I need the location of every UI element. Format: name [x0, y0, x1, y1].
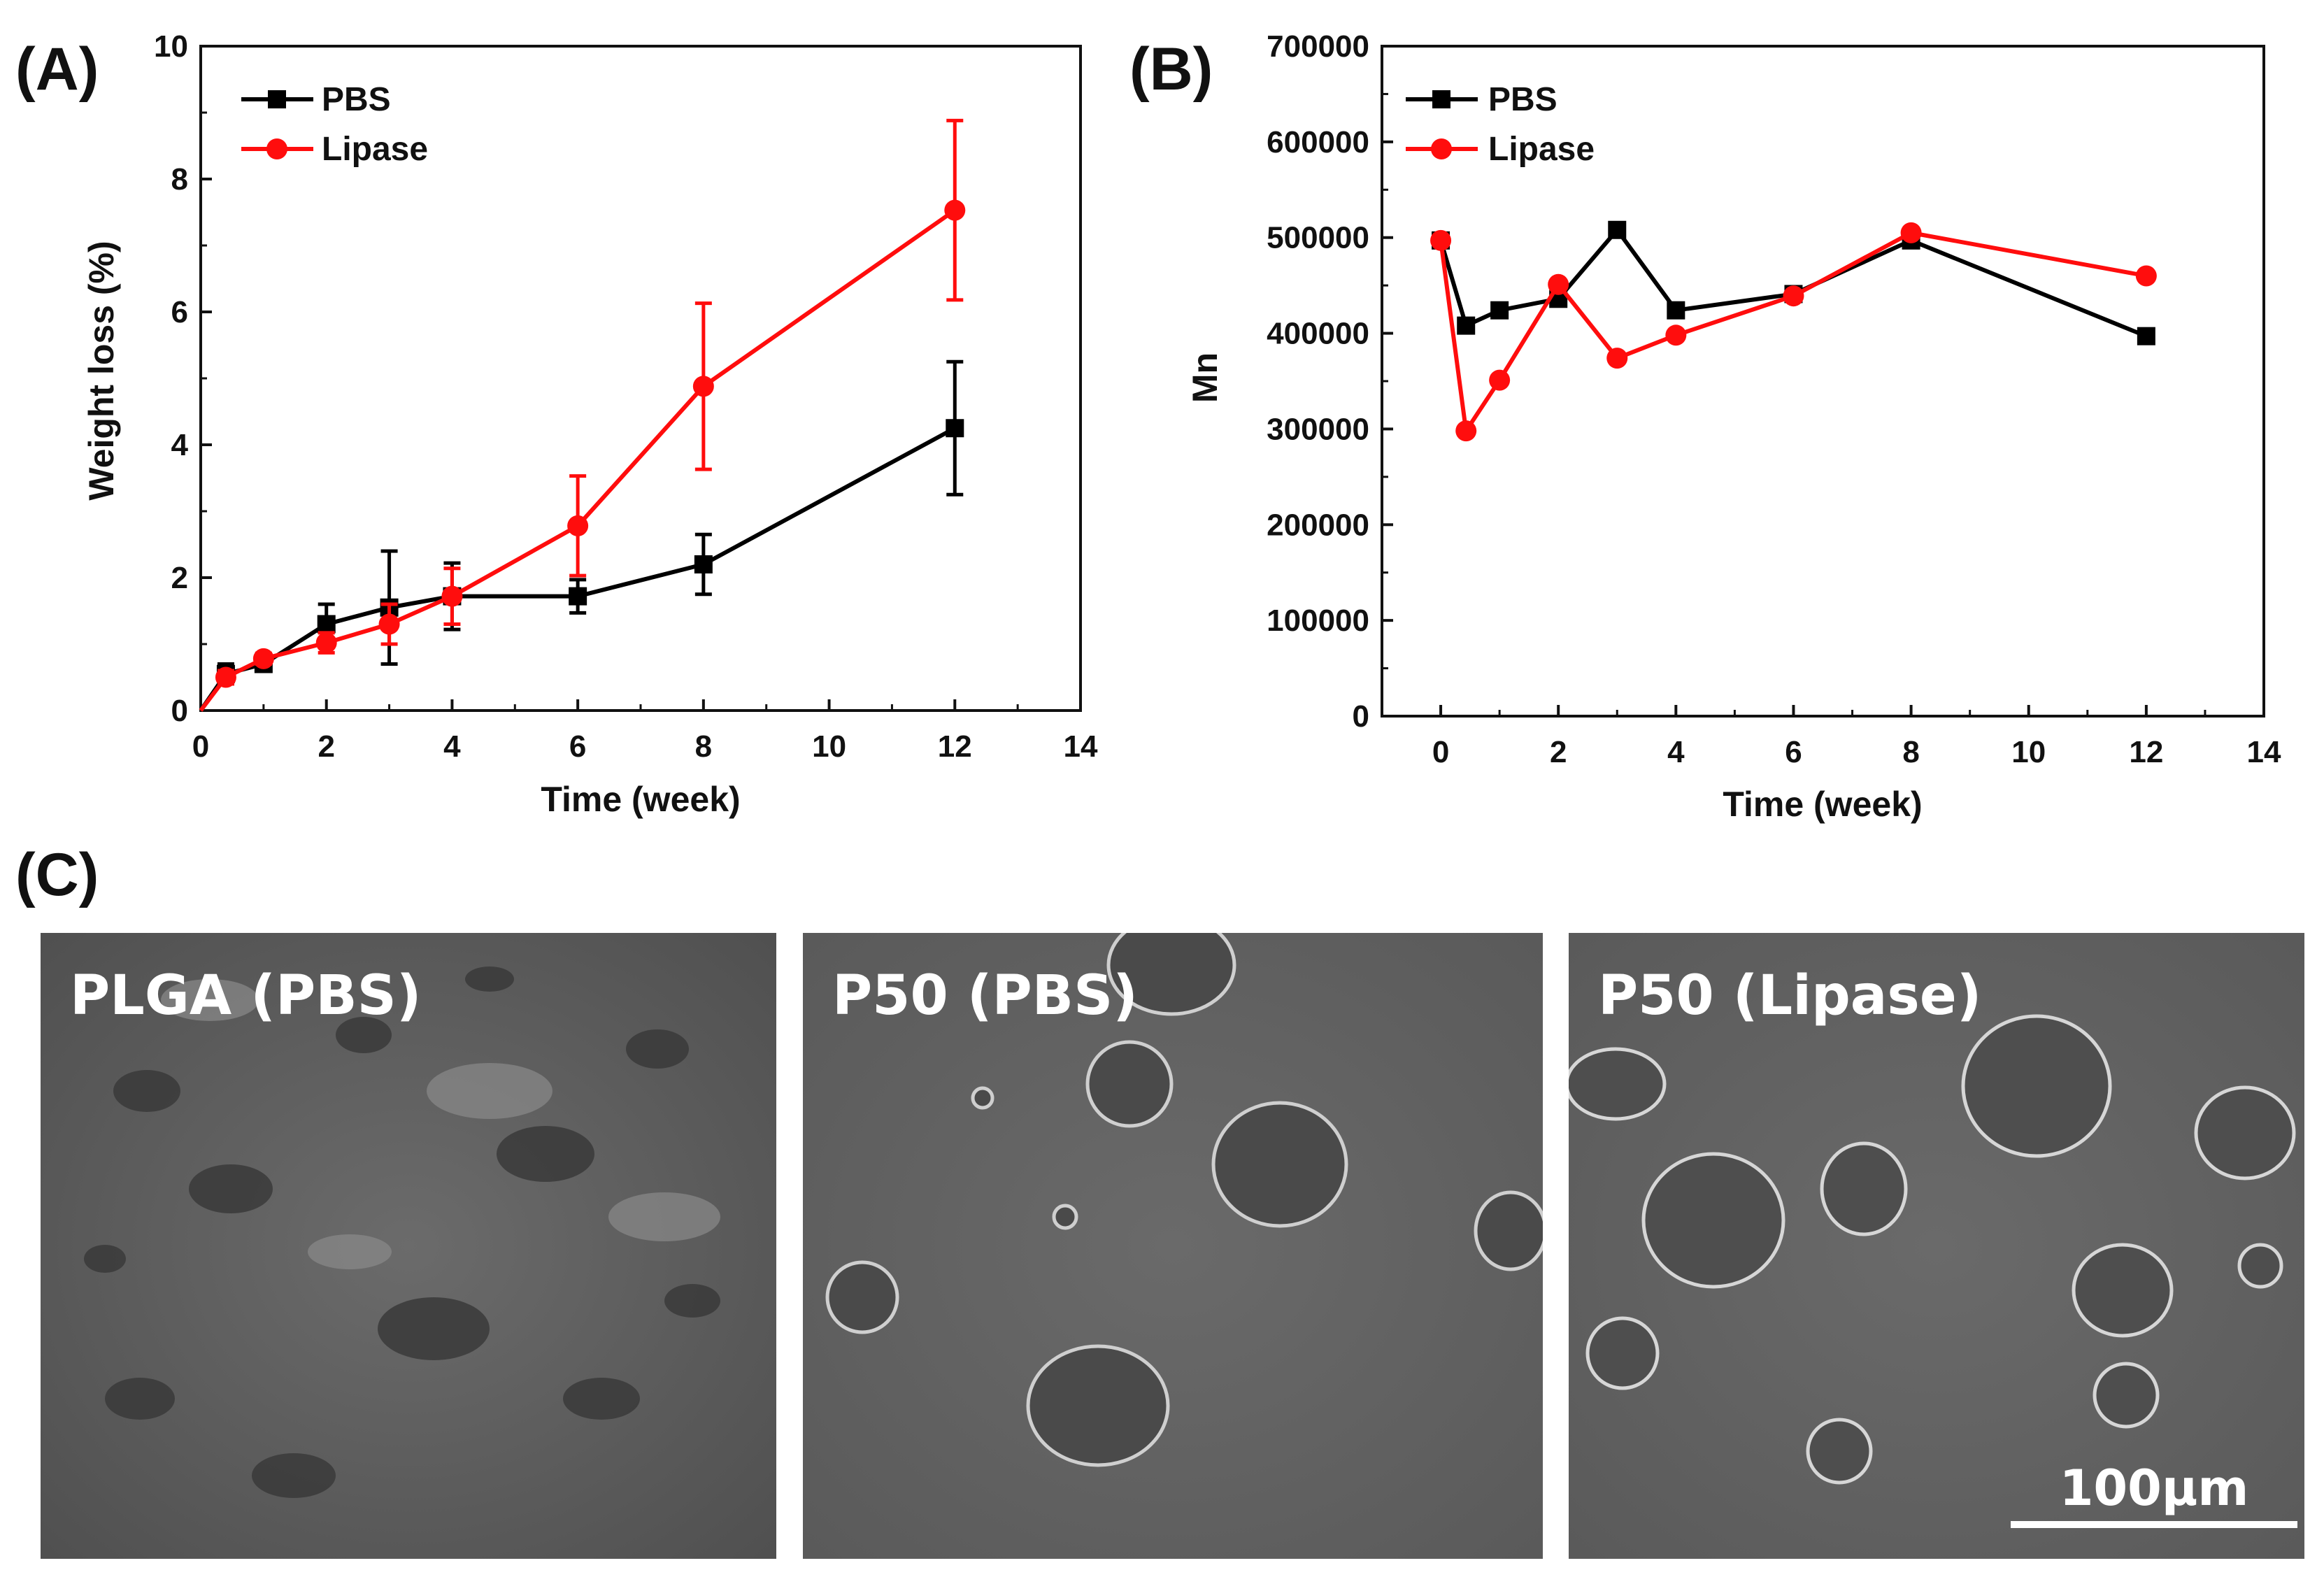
chart-b-lipase-point [1606, 348, 1628, 369]
chart-a-legend: PBS Lipase [241, 81, 428, 168]
chart-a-x-axis-label: Time (week) [541, 780, 740, 819]
chart-b-x-tick-label: 4 [1667, 735, 1685, 769]
chart-b-series [1430, 220, 2157, 442]
chart-b-y-tick-label: 400000 [1267, 317, 1369, 351]
chart-b-legend: PBS Lipase [1406, 81, 1595, 168]
chart-a-x-tick-label: 2 [318, 729, 334, 764]
chart-b-y-tick-label: 0 [1353, 699, 1369, 734]
chart-a-lipase-point [315, 632, 337, 654]
legend-lipase-marker [266, 138, 287, 159]
chart-b-pbs-point [1490, 301, 1509, 320]
chart-a-y-tick-label: 4 [171, 428, 189, 462]
chart-a-ticks: 0 2 4 6 8 10 12 14 0 2 4 6 8 10 [154, 29, 1098, 764]
panel-label-b: (B) [1129, 36, 1213, 103]
micrograph-p50-lipase: P50 (Lipase) 100μm [1569, 933, 2304, 1559]
micrograph-p50-lipase-pores [1569, 1014, 2296, 1485]
scale-bar [2011, 1521, 2297, 1528]
chart-b-pbs-line [1439, 227, 2147, 338]
chart-a-x-tick-label: 10 [812, 729, 846, 764]
legend-pbs-label: PBS [322, 81, 391, 118]
legend-lipase-marker [1431, 138, 1452, 159]
chart-b-y-tick-label: 300000 [1267, 412, 1369, 446]
micrograph-p50-lipase-label: P50 (Lipase) [1598, 964, 1981, 1027]
chart-b-lipase-point [1665, 324, 1687, 346]
chart-b-x-tick-label: 12 [2129, 735, 2163, 769]
chart-b-lipase-point [1455, 420, 1477, 442]
chart-a-pbs-point [317, 615, 336, 634]
micrograph-plga-pbs: PLGA (PBS) [41, 933, 776, 1559]
chart-b-y-tick-label: 600000 [1267, 125, 1369, 159]
chart-b-ticks: 0 2 4 6 8 10 12 14 0 100000 200000 300000 400000 5000… [1267, 29, 2281, 769]
micrograph-p50-pbs: P50 (PBS) [803, 933, 1543, 1559]
chart-b-y-tick-label: 700000 [1267, 29, 1369, 64]
legend-pbs-marker [268, 90, 286, 108]
chart-a-lipase-line [199, 208, 957, 712]
legend-pbs-label: PBS [1488, 81, 1557, 118]
chart-b-x-tick-label: 14 [2247, 735, 2281, 769]
scale-bar-label: 100μm [2060, 1460, 2249, 1517]
chart-a-y-tick-label: 0 [171, 694, 188, 728]
chart-a-pbs-point [946, 419, 964, 438]
chart-b-x-tick-label: 2 [1550, 735, 1567, 769]
chart-b-lipase-point [1489, 369, 1511, 391]
chart-b-pbs-point [1457, 316, 1476, 335]
chart-a-pbs-point [569, 587, 587, 606]
chart-a-pbs-point [694, 555, 713, 573]
micrograph-p50-pbs-background [803, 933, 1543, 1559]
chart-b-x-axis-label: Time (week) [1723, 785, 1922, 824]
chart-a-lipase-point [567, 515, 589, 536]
chart-a-y-tick-label: 2 [171, 561, 188, 595]
chart-b-x-tick-label: 8 [1902, 735, 1919, 769]
panel-label-c: (C) [15, 841, 99, 908]
legend-lipase-label: Lipase [322, 131, 428, 168]
chart-b-x-tick-label: 10 [2011, 735, 2046, 769]
chart-b-y-tick-label: 500000 [1267, 221, 1369, 255]
chart-a-lipase-point [252, 648, 274, 669]
chart-a-x-tick-label: 12 [938, 729, 972, 764]
chart-a-lipase-point [215, 666, 236, 688]
mn-chart: 0 2 4 6 8 10 12 14 0 100000 200000 300000 400000 5000… [1185, 29, 2281, 824]
chart-a-y-tick-label: 10 [154, 29, 188, 64]
micrograph-plga-pbs-highlights [161, 979, 720, 1269]
chart-b-lipase-point [1900, 222, 1922, 243]
legend-lipase-label: Lipase [1488, 131, 1595, 168]
micrograph-p50-pbs-label: P50 (PBS) [832, 964, 1138, 1027]
chart-a-y-tick-label: 8 [171, 162, 188, 197]
chart-b-y-axis-label: Mn [1185, 352, 1225, 403]
micrograph-plga-pbs-texture [84, 966, 720, 1498]
chart-b-pbs-point [1608, 220, 1627, 239]
chart-a-series [199, 118, 966, 712]
chart-b-lipase-point [1783, 285, 1804, 307]
chart-a-y-axis-label: Weight loss (%) [82, 241, 121, 500]
chart-b-pbs-point [1667, 301, 1685, 320]
chart-b-lipase-point [2135, 265, 2157, 287]
panel-label-a: (A) [15, 36, 99, 103]
chart-a-x-tick-label: 0 [192, 729, 209, 764]
chart-b-lipase-point [1430, 229, 1452, 251]
micrograph-plga-pbs-label: PLGA (PBS) [70, 964, 422, 1027]
chart-b-lipase-point [1548, 273, 1569, 295]
chart-b-x-tick-label: 6 [1785, 735, 1802, 769]
chart-b-x-tick-label: 0 [1432, 735, 1449, 769]
chart-a-lipase-point [378, 613, 400, 635]
chart-a-lipase-point [944, 199, 966, 221]
chart-a-x-tick-label: 6 [569, 729, 586, 764]
micrograph-p50-pbs-pores [825, 933, 1543, 1467]
chart-b-y-tick-label: 200000 [1267, 508, 1369, 542]
chart-a-x-tick-label: 8 [695, 729, 712, 764]
chart-a-lipase-point [692, 376, 714, 397]
weight-loss-chart: 0 2 4 6 8 10 12 14 0 2 4 6 8 10 Time (week) Weight lo… [82, 29, 1098, 819]
chart-a-x-tick-label: 4 [443, 729, 461, 764]
chart-a-x-tick-label: 14 [1064, 729, 1098, 764]
chart-b-y-tick-label: 100000 [1267, 604, 1369, 638]
chart-b-lipase-line [1439, 230, 2147, 434]
chart-a-y-tick-label: 6 [171, 295, 188, 329]
legend-pbs-marker [1432, 90, 1450, 108]
chart-b-pbs-point [2137, 327, 2155, 345]
chart-a-lipase-point [441, 585, 463, 607]
